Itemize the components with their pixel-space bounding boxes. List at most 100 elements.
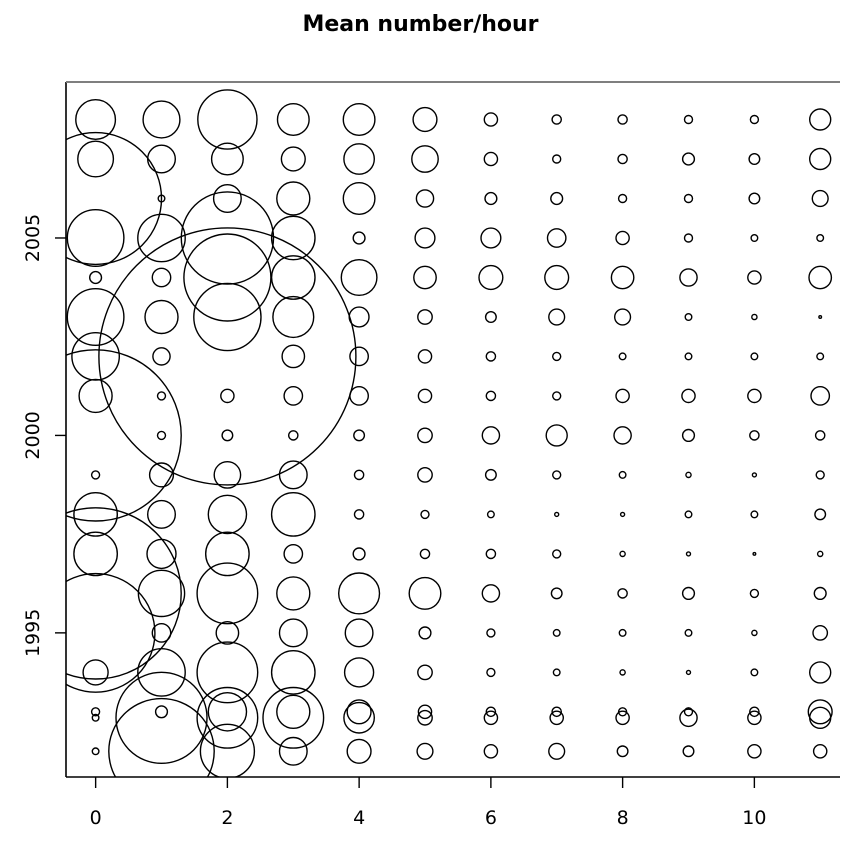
bubble-point [808, 265, 833, 290]
bubble-point [554, 511, 560, 518]
bubble-point [685, 471, 692, 479]
bubble-point [204, 531, 250, 577]
bubble-point [751, 472, 758, 478]
bubble-point [814, 508, 827, 521]
bubble-point [485, 548, 497, 560]
bubble-point [213, 460, 242, 489]
bubble-point [146, 144, 176, 174]
bubble-point [193, 282, 262, 352]
bubble-point [137, 648, 186, 697]
bubble-point [154, 705, 169, 719]
bubble-point [550, 191, 564, 206]
bubble-point [417, 309, 433, 325]
bubble-point [478, 264, 504, 291]
bubble-point [73, 492, 118, 537]
x-tick-label: 10 [742, 807, 766, 829]
y-tick-label: 1995 [22, 609, 44, 657]
bubble-point [342, 102, 376, 136]
bubble-point [685, 669, 692, 676]
bubble-point [681, 428, 696, 443]
bubble-point [349, 346, 369, 367]
bubble-point [417, 466, 433, 483]
bubble-point [750, 510, 759, 519]
bubble-point [552, 391, 562, 401]
bubble-point [414, 227, 436, 249]
bubble-point [615, 710, 630, 726]
x-tick-label: 4 [353, 807, 365, 829]
bubble-point [66, 288, 125, 347]
bubble-point [278, 460, 308, 490]
bubble-point [810, 385, 831, 406]
bubble-point [751, 629, 758, 637]
bubble-point [749, 430, 760, 441]
bubble-point [148, 462, 175, 488]
bubble-point [75, 98, 117, 140]
bubble-point [415, 189, 435, 208]
bubble-point [749, 706, 760, 718]
bubble-point [618, 352, 627, 361]
bubble-point [262, 686, 325, 749]
x-tick-label: 6 [485, 807, 497, 829]
bubble-point [683, 707, 694, 717]
bubble-point [809, 661, 832, 684]
bubble-point [280, 146, 306, 172]
bubble-point [270, 492, 316, 537]
bubble-point [71, 331, 120, 381]
bubble-point [814, 430, 826, 441]
bubble-point [157, 194, 166, 203]
bubble-point [270, 650, 316, 695]
bubble-point [196, 562, 259, 625]
bubble-point [683, 193, 694, 204]
bubble-point [619, 669, 626, 676]
bubble-point [480, 227, 502, 249]
bubble-point [812, 744, 828, 759]
bubble-point [548, 742, 566, 760]
bubble-point [750, 352, 759, 361]
x-tick-label: 2 [221, 807, 233, 829]
bubble-point [196, 641, 259, 704]
bubble-point [747, 388, 762, 404]
bubble-point [681, 586, 696, 601]
chart-title: Mean number/hour [302, 12, 539, 37]
bubble-point [283, 544, 304, 564]
bubble-point [618, 470, 627, 479]
bubble-point [619, 550, 626, 558]
bubble-point [749, 588, 760, 599]
y-tick-label: 2005 [22, 214, 44, 262]
bubble-point [544, 264, 570, 291]
bubble-point [412, 106, 438, 133]
bubble-point [142, 100, 181, 139]
bubble-point [343, 657, 375, 688]
bubble-point [683, 233, 694, 243]
bubble-point [681, 388, 696, 404]
bubble-point [66, 131, 163, 266]
bubble-point [66, 349, 182, 522]
bubble-point [276, 102, 310, 136]
bubble-point [752, 551, 757, 556]
bubble-point [682, 745, 695, 758]
bubble-point [146, 499, 176, 529]
bubble-point [747, 270, 762, 285]
bubble-point [685, 551, 692, 557]
bubble-point [484, 191, 498, 206]
bubble-layer [66, 89, 833, 777]
bubble-point [748, 192, 761, 205]
bubble-point [417, 709, 433, 726]
bubble-point [353, 469, 365, 481]
bubble-point [207, 494, 248, 535]
bubble-point [66, 507, 182, 680]
bubble-point [483, 151, 499, 167]
bubble-point [610, 265, 635, 290]
bubble-point [549, 710, 565, 726]
bubble-point [615, 230, 630, 246]
bubble-point [343, 143, 375, 175]
bubble-point [270, 255, 316, 300]
bubble-point [144, 299, 179, 335]
bubble-point [809, 147, 832, 171]
bubble-point [486, 510, 495, 519]
bubble-point [342, 181, 376, 215]
bubble-point [551, 706, 563, 718]
bubble-point [751, 313, 758, 321]
bubble-point [681, 152, 696, 166]
bubble-point [278, 736, 308, 766]
